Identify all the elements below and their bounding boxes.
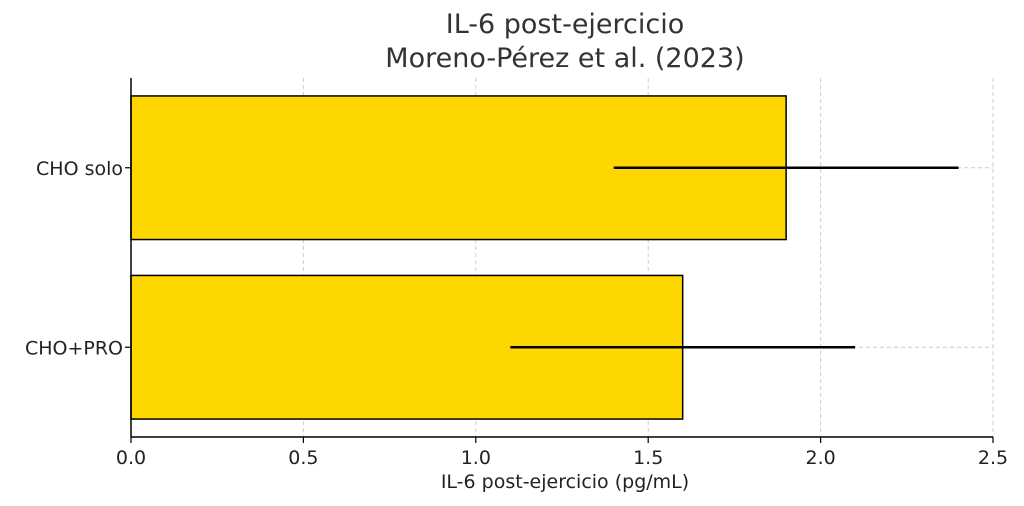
chart-title-line-1: IL-6 post-ejercicio xyxy=(446,9,685,40)
bars xyxy=(130,95,787,420)
error-bars xyxy=(510,166,959,349)
x-tick-label: 1.5 xyxy=(633,447,663,469)
x-axis-label: IL-6 post-ejercicio (pg/mL) xyxy=(441,471,689,493)
x-tick-label: 1.0 xyxy=(461,447,491,469)
y-axis-ticks: CHO solo CHO+PRO xyxy=(25,158,131,359)
x-tick-label: 0.0 xyxy=(116,447,146,469)
x-tick-label: 0.5 xyxy=(288,447,318,469)
x-tick-label: 2.0 xyxy=(805,447,835,469)
x-axis-ticks: 0.0 0.5 1.0 1.5 2.0 2.5 xyxy=(116,437,1008,469)
y-tick-label: CHO solo xyxy=(36,158,123,180)
chart-title-line-2: Moreno-Pérez et al. (2023) xyxy=(385,43,744,74)
axes xyxy=(130,78,993,438)
y-tick-label: CHO+PRO xyxy=(25,337,123,359)
x-tick-label: 2.5 xyxy=(978,447,1008,469)
